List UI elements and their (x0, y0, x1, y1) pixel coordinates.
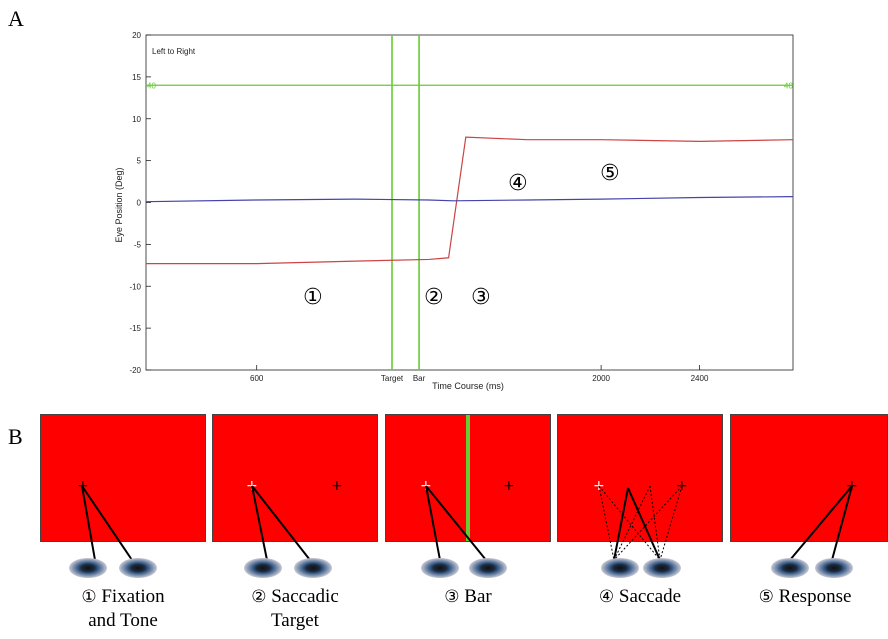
gaze-path-dotted (613, 485, 683, 561)
y-tick-label: 5 (137, 157, 142, 166)
step-marker-4: ④ (508, 171, 528, 196)
target-cross: + (331, 478, 343, 494)
caption-line1: Saccade (618, 586, 682, 607)
gaze-line (789, 485, 853, 561)
y-tick-label: -5 (134, 240, 142, 249)
y-tick-label: 15 (132, 73, 141, 82)
step-marker-1: ① (303, 285, 323, 310)
gaze-lines-overlay: + + + + + + + + (69, 478, 858, 578)
y-tick-label: -20 (129, 366, 141, 375)
gaze-path-dotted (598, 485, 615, 561)
hline-left-label: 40 (147, 81, 156, 90)
step-marker-2: ② (424, 285, 444, 310)
gaze-line (81, 485, 133, 561)
gaze-line (627, 487, 661, 561)
left-eye-icon (421, 558, 459, 578)
caption-number: ⑤ (758, 587, 774, 607)
left-eye-icon (771, 558, 809, 578)
gaze-line (613, 487, 629, 561)
x-tick-label: 2400 (691, 374, 709, 383)
step-marker-3: ③ (471, 285, 491, 310)
caption-line2: and Tone (88, 610, 158, 631)
gaze-line (251, 485, 311, 561)
gaze-line (251, 485, 268, 561)
right-eye-icon (815, 558, 853, 578)
gaze-path-dotted (613, 485, 651, 561)
screen-saccadic-target (212, 414, 378, 542)
gaze-line (425, 485, 441, 561)
right-eye-icon (119, 558, 157, 578)
fixation-cross-white: + (420, 478, 432, 494)
hline-right-label: 40 (784, 81, 793, 90)
right-eye-icon (294, 558, 332, 578)
gaze-line (831, 485, 853, 561)
y-ticks: 20 15 10 5 0 -5 -10 -15 -20 (129, 31, 151, 375)
right-eye-icon (643, 558, 681, 578)
y-tick-label: 0 (137, 199, 142, 208)
panel-b-letter: B (8, 424, 23, 449)
gaze-line (81, 485, 96, 561)
green-bar (466, 415, 470, 541)
eye-position-chart: 20 15 10 5 0 -5 -10 -15 -20 600 2000 2400 Left to … (114, 31, 794, 391)
caption-number: ② (251, 587, 267, 607)
x-tick-label: 2000 (592, 374, 610, 383)
x-tick-label: 600 (250, 374, 264, 383)
caption-bar: ③ Bar (383, 585, 553, 609)
caption-fixation: ① Fixation and Tone (38, 585, 208, 633)
gaze-path-dotted (598, 485, 661, 561)
chart-title: Left to Right (152, 47, 196, 56)
caption-number: ③ (444, 587, 460, 607)
y-axis-label: Eye Position (Deg) (114, 167, 124, 242)
caption-line1: Fixation (101, 586, 165, 607)
caption-saccade: ④ Saccade (555, 585, 725, 609)
fixation-cross-white: + (246, 478, 258, 494)
left-eye-icon (601, 558, 639, 578)
caption-response: ⑤ Response (720, 585, 888, 609)
caption-number: ④ (598, 587, 615, 607)
y-tick-label: 10 (132, 115, 141, 124)
panel-a-letter: A (8, 6, 24, 31)
caption-number: ① (81, 587, 97, 607)
eye-trace-blue (145, 196, 794, 203)
x-ticks: 600 2000 2400 (250, 365, 709, 383)
gaze-path-dotted (659, 485, 683, 561)
target-event-label: Target (381, 374, 404, 383)
caption-line2: Target (271, 610, 319, 631)
target-cross: + (503, 478, 515, 494)
right-eye-icon (469, 558, 507, 578)
caption-line1: Saccadic (271, 586, 339, 607)
caption-line1: Bar (464, 586, 492, 607)
gaze-path-dotted (649, 485, 661, 561)
screen-bar (385, 414, 551, 542)
fixation-cross-white: + (593, 478, 605, 494)
screen-fixation (40, 414, 206, 542)
left-eye-icon (244, 558, 282, 578)
gaze-line (425, 485, 487, 561)
y-tick-label: -10 (129, 282, 141, 291)
screen-saccade (557, 414, 723, 542)
bar-event-label: Bar (413, 374, 426, 383)
caption-line1: Response (778, 586, 852, 607)
step-marker-5: ⑤ (600, 161, 620, 186)
y-tick-label: -15 (129, 324, 141, 333)
eye-trace-red (146, 136, 794, 265)
y-tick-label: 20 (132, 31, 141, 40)
caption-saccadic-target: ② Saccadic Target (210, 585, 380, 633)
x-axis-label: Time Course (ms) (432, 381, 504, 391)
left-eye-icon (69, 558, 107, 578)
